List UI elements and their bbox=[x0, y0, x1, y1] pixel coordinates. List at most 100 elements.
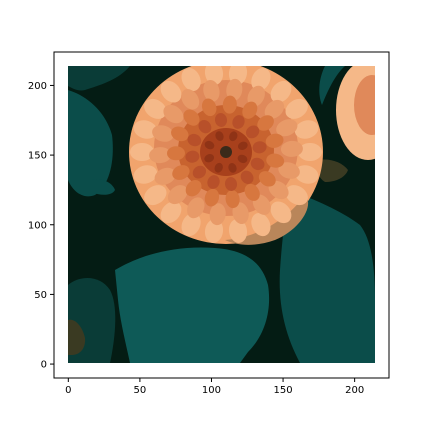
dahlia-petal bbox=[160, 80, 182, 103]
dahlia-petal bbox=[228, 66, 248, 85]
dahlia-petal bbox=[285, 185, 308, 206]
dahlia-petal bbox=[185, 150, 200, 163]
dahlia-petal bbox=[152, 125, 174, 142]
dahlia-petal bbox=[185, 179, 202, 197]
dahlia-petal bbox=[201, 98, 217, 117]
dahlia-petal bbox=[265, 133, 284, 148]
x-tick-label: 150 bbox=[274, 385, 293, 396]
x-tick-label: 50 bbox=[134, 385, 147, 396]
dahlia-petal bbox=[207, 175, 220, 189]
dahlia-petal bbox=[149, 147, 172, 164]
dahlia-petal bbox=[294, 165, 319, 184]
dahlia-petal bbox=[187, 133, 202, 147]
dahlia-petal bbox=[242, 101, 258, 119]
dahlia-petal bbox=[204, 219, 224, 243]
dahlia-petal bbox=[237, 141, 248, 150]
olive-patch-right bbox=[316, 159, 348, 182]
dahlia-petal bbox=[285, 98, 308, 119]
dahlia-petal bbox=[171, 126, 189, 142]
y-tick-label: 150 bbox=[28, 151, 47, 162]
dahlia-petal bbox=[250, 157, 265, 171]
dahlia-petal bbox=[245, 125, 260, 139]
dahlia-petal bbox=[192, 165, 207, 179]
olive-patch-bottom bbox=[68, 319, 86, 355]
dahlia-petal bbox=[280, 140, 303, 157]
foliage-right-edge bbox=[319, 66, 345, 105]
dahlia-petal bbox=[172, 165, 190, 180]
y-tick-label: 100 bbox=[28, 220, 47, 231]
dahlia-petal bbox=[144, 185, 167, 206]
dahlia-petal bbox=[232, 202, 249, 224]
axes-frame bbox=[53, 51, 390, 379]
dahlia-petal bbox=[247, 85, 265, 107]
foliage-center-left bbox=[92, 179, 115, 195]
dahlia-petal bbox=[167, 185, 188, 205]
dahlia-petals bbox=[130, 66, 322, 243]
foliage-right bbox=[279, 190, 375, 363]
dahlia-petal bbox=[154, 167, 176, 185]
y-tick-label: 200 bbox=[28, 81, 47, 92]
dahlia-petal bbox=[209, 203, 226, 226]
x-tick-label: 0 bbox=[65, 385, 71, 396]
dahlia-petal bbox=[270, 201, 292, 224]
dahlia-petal bbox=[266, 153, 285, 168]
dahlia-petal bbox=[167, 146, 185, 161]
dahlia-petal bbox=[252, 141, 267, 154]
dahlia-petal bbox=[181, 89, 200, 110]
dahlia-petal bbox=[204, 154, 215, 163]
dahlia-petal bbox=[215, 131, 224, 141]
dahlia-petal bbox=[251, 67, 271, 91]
dahlia-petal bbox=[268, 180, 289, 200]
dahlia-petal bbox=[228, 219, 248, 243]
dahlia-petal bbox=[237, 154, 248, 164]
dahlia-petal bbox=[298, 143, 322, 161]
chart-image bbox=[68, 66, 375, 363]
dahlia-petal bbox=[163, 104, 184, 124]
dahlia-petal bbox=[270, 80, 292, 103]
x-tick-label: 100 bbox=[202, 385, 221, 396]
dahlia-petal bbox=[144, 98, 167, 119]
y-tick-label: 50 bbox=[34, 290, 47, 301]
dahlia-petal bbox=[264, 99, 285, 119]
dahlia-petal bbox=[226, 78, 243, 101]
dahlia-petal bbox=[204, 66, 224, 85]
dahlia-center-dot bbox=[220, 146, 232, 158]
dahlia-petal bbox=[204, 140, 215, 150]
dahlia-petal bbox=[181, 67, 201, 91]
dahlia-petal bbox=[244, 183, 260, 201]
dahlia-petal bbox=[214, 113, 228, 127]
dahlia-petal bbox=[130, 143, 154, 161]
dahlia-petal bbox=[181, 213, 201, 237]
dahlia-petal bbox=[187, 197, 205, 219]
dahlia-petal bbox=[294, 120, 319, 139]
dahlia-shadow bbox=[225, 195, 309, 245]
y-axis: 0 50 100 150 200 bbox=[28, 81, 54, 371]
foliage-left-upper bbox=[68, 66, 130, 91]
dahlia-petal bbox=[214, 162, 223, 173]
dahlia-petal bbox=[203, 80, 220, 102]
foliage-left bbox=[68, 90, 113, 197]
dahlia-petal bbox=[240, 170, 254, 184]
dahlia-petal bbox=[278, 162, 300, 179]
dahlia-petal bbox=[183, 109, 200, 126]
dahlia-petal bbox=[222, 95, 237, 114]
dahlia-petal bbox=[133, 120, 158, 139]
dahlia-petal bbox=[225, 190, 240, 209]
y-tick-label: 0 bbox=[41, 360, 47, 371]
dahlia-petal bbox=[258, 171, 276, 187]
x-tick-label: 200 bbox=[345, 385, 364, 396]
dahlia-petal bbox=[204, 188, 220, 207]
x-axis: 0 50 100 150 200 bbox=[65, 378, 364, 396]
dahlia-petal bbox=[133, 165, 158, 184]
dahlia-right-inner bbox=[354, 75, 375, 135]
dahlia-petal bbox=[251, 213, 271, 237]
dahlia-petal bbox=[160, 201, 182, 224]
foliage-bottom bbox=[115, 247, 270, 363]
dahlia-petal bbox=[276, 119, 298, 137]
dahlia-petal bbox=[229, 131, 238, 142]
dahlia-petal bbox=[228, 163, 237, 173]
dahlia-petal bbox=[198, 120, 212, 134]
dahlia-petal bbox=[224, 177, 238, 191]
